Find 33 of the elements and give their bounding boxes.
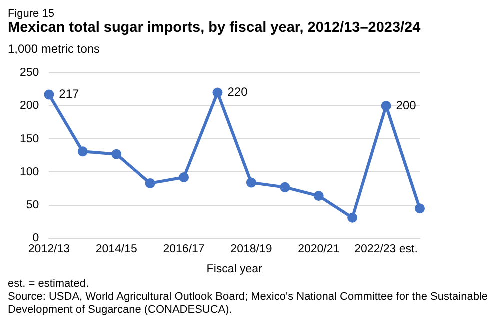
text: est. = estimated.: [8, 278, 90, 291]
y-tick-label: 200: [20, 100, 40, 112]
point: [112, 149, 122, 160]
data-label: 217: [59, 87, 80, 102]
point: [314, 191, 324, 202]
y-tick-label: 150: [20, 133, 40, 146]
x-tick-label: 2014/15: [96, 243, 138, 256]
data-label: 200: [396, 98, 417, 112]
y-tick-label: 100: [20, 166, 40, 178]
y-tick-label: 250: [20, 67, 40, 80]
source-note: Source: USDA, World Agricultural Outlook Board; Mexico's National Committee for the Sustainable Development of Sugarcane (CONADESUCA).: [8, 291, 489, 317]
point: [246, 178, 256, 188]
point: [415, 204, 425, 214]
point: [44, 90, 54, 100]
point: [381, 101, 392, 111]
x-tick-label: 2012/13: [28, 243, 70, 256]
point: [78, 146, 88, 157]
point: [179, 172, 190, 182]
point: [212, 88, 223, 98]
point: [280, 182, 290, 192]
x-tick-label: 2020/21: [298, 243, 340, 256]
x-tick-label: 2018/19: [230, 243, 272, 256]
point: [145, 178, 156, 188]
data-label: 220: [228, 85, 248, 100]
y-tick-label: 0: [32, 232, 40, 245]
y-tick-label: 50: [26, 199, 40, 212]
chart-title: Mexican total sugar imports, by fiscal year, 2012/13–2023/24: [8, 20, 422, 36]
chart-subtitle: Figure 15: [8, 8, 56, 20]
x-axis-title: Fiscal year: [206, 263, 263, 276]
y-axis-title: 1,000 metric tons: [8, 42, 102, 56]
x-tick-label: 2016/17: [163, 243, 205, 256]
x-tick-label: 2022/23 est.: [354, 243, 418, 256]
point: [348, 212, 358, 223]
